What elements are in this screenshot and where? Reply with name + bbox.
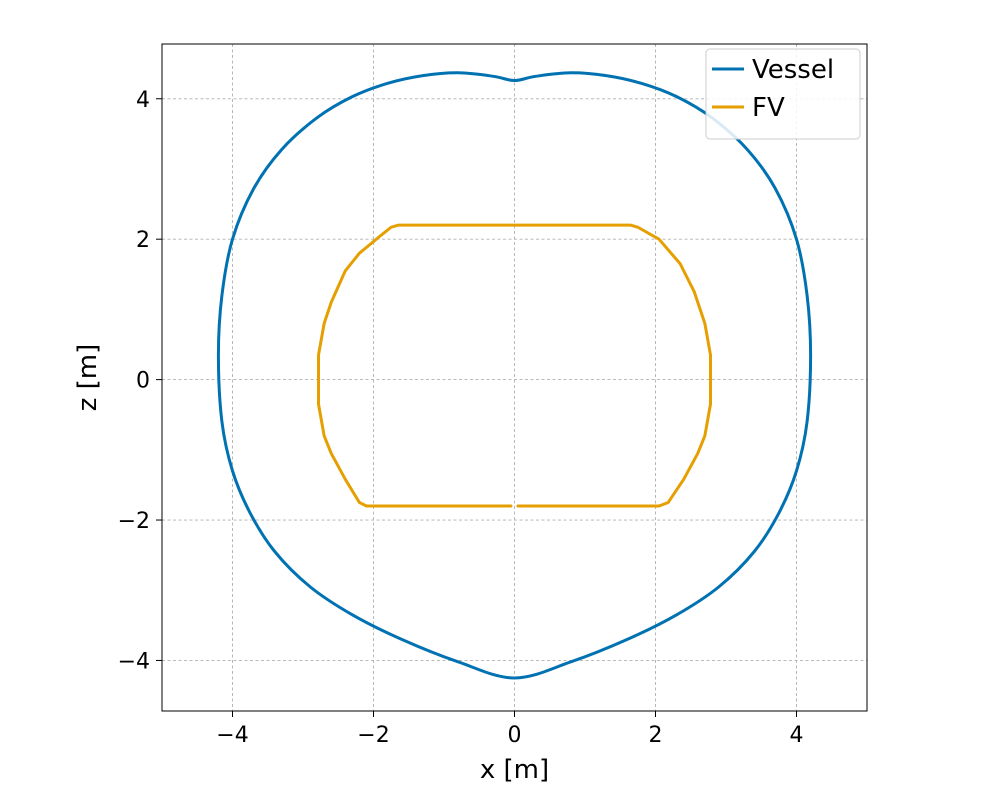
legend-box [705, 48, 861, 140]
y-tick-label: −4 [118, 649, 150, 674]
grid [162, 44, 867, 711]
y-tick-label: 4 [136, 88, 150, 113]
x-tick-label: 0 [508, 723, 522, 748]
x-tick-label: 2 [649, 723, 663, 748]
y-axis-label: z [m] [73, 344, 103, 412]
legend-label-vessel: Vessel [752, 55, 834, 85]
x-axis-label: x [m] [480, 755, 549, 785]
x-tick-label: 4 [790, 723, 804, 748]
y-tick-label: 0 [136, 369, 150, 394]
x-tick-label: −4 [216, 723, 248, 748]
legend: Vessel FV [705, 48, 861, 140]
y-tick-label: −2 [118, 509, 150, 534]
legend-label-fv: FV [752, 93, 785, 123]
y-tick-label: 2 [136, 228, 150, 253]
plot-series [216, 71, 813, 680]
axis-ticks: −4 −2 0 2 4 −4 −2 0 2 4 [118, 88, 804, 748]
series-line-vessel [216, 71, 813, 680]
x-tick-label: −2 [357, 723, 389, 748]
series-line-fv [317, 223, 712, 508]
